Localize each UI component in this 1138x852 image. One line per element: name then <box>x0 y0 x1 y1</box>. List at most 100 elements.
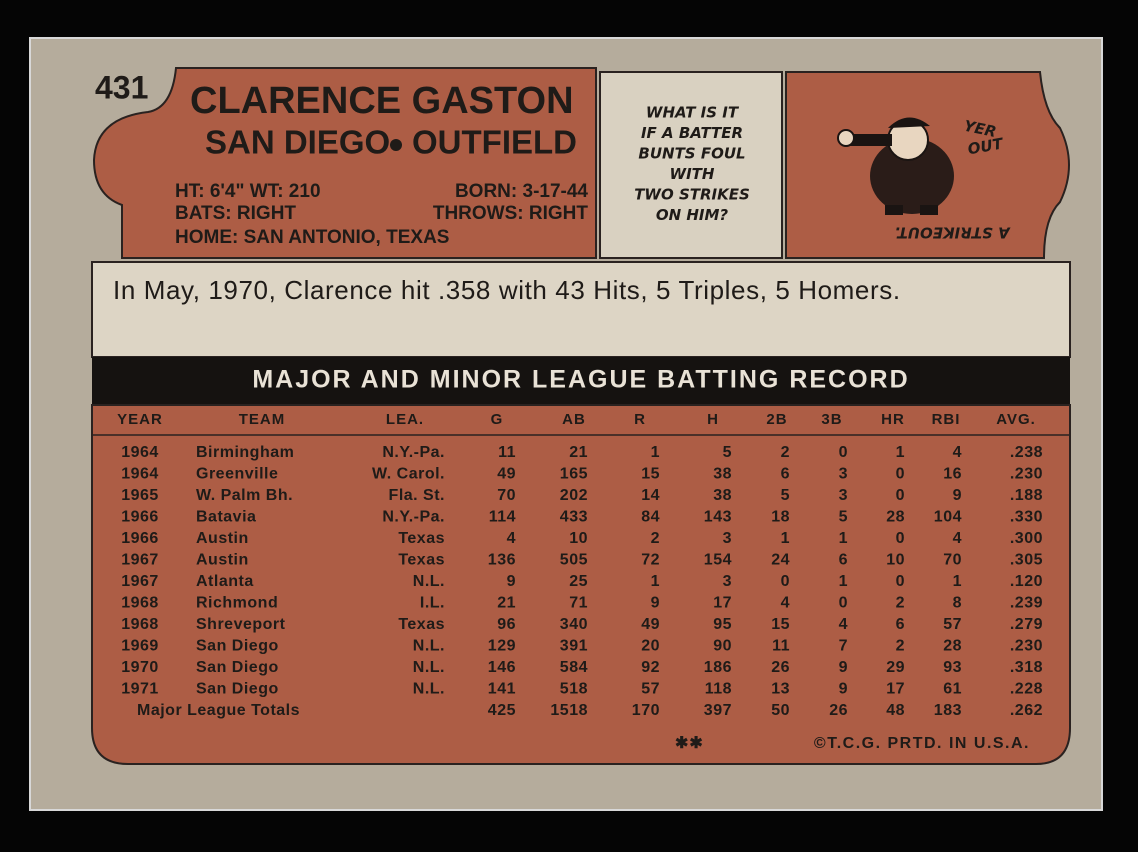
table-cell: 38 <box>713 466 732 483</box>
column-header: AVG. <box>996 411 1036 428</box>
table-cell: 143 <box>704 509 732 526</box>
table-cell: 9 <box>507 573 516 590</box>
table-cell: 146 <box>488 659 516 676</box>
table-cell: 9 <box>839 681 848 698</box>
quiz-question: WHAT IS IT <box>646 104 740 122</box>
table-cell: Richmond <box>196 595 278 612</box>
table-cell: 518 <box>560 681 588 698</box>
table-cell: 1971 <box>121 681 159 698</box>
column-header: 2B <box>766 411 787 428</box>
table-cell: 57 <box>641 681 660 698</box>
table-cell: 5 <box>781 487 790 504</box>
bio-throws: THROWS: RIGHT <box>433 203 589 224</box>
table-cell: 165 <box>560 466 588 483</box>
totals-cell: 50 <box>771 702 790 719</box>
table-cell: 15 <box>641 466 660 483</box>
table-cell: 584 <box>560 659 588 676</box>
quiz-answer: A STRIKEOUT. <box>894 224 1010 242</box>
table-cell: .318 <box>1010 659 1043 676</box>
table-cell: 1966 <box>121 530 159 547</box>
table-cell: .230 <box>1010 638 1043 655</box>
table-cell: 4 <box>781 595 790 612</box>
player-team: SAN DIEGO <box>205 124 390 161</box>
table-cell: .188 <box>1010 487 1043 504</box>
table-cell: 136 <box>488 552 516 569</box>
table-cell: .305 <box>1010 552 1043 569</box>
table-cell: Greenville <box>196 466 278 483</box>
table-cell: 96 <box>497 616 516 633</box>
bio-height-weight: HT: 6'4" WT: 210 <box>175 181 321 202</box>
table-cell: 21 <box>497 595 516 612</box>
table-cell: 186 <box>704 659 732 676</box>
table-cell: .228 <box>1010 681 1043 698</box>
table-cell: 5 <box>839 509 848 526</box>
blurb-panel <box>91 261 1071 358</box>
table-cell: 17 <box>713 595 732 612</box>
table-cell: 3 <box>839 466 848 483</box>
table-cell: 11 <box>772 638 790 655</box>
table-cell: 4 <box>953 530 962 547</box>
table-cell: 1970 <box>121 659 159 676</box>
table-cell: 1967 <box>121 552 159 569</box>
table-cell: 6 <box>781 466 790 483</box>
totals-cell: 170 <box>632 702 660 719</box>
quiz-panel <box>599 71 783 259</box>
table-cell: 2 <box>896 638 905 655</box>
table-cell: 0 <box>839 444 848 461</box>
table-cell: Batavia <box>196 509 256 526</box>
column-header: YEAR <box>117 411 163 428</box>
table-cell: 18 <box>771 509 790 526</box>
totals-cell: 26 <box>829 702 848 719</box>
column-header: G <box>491 411 504 428</box>
table-cell: 20 <box>641 638 660 655</box>
table-cell: .238 <box>1010 444 1043 461</box>
table-cell: 3 <box>839 487 848 504</box>
table-cell: 4 <box>839 616 848 633</box>
table-cell: 1 <box>839 573 848 590</box>
card-number: 431 <box>95 69 148 105</box>
table-cell: 141 <box>488 681 516 698</box>
name-panel <box>92 67 597 259</box>
table-cell: 1 <box>651 444 660 461</box>
table-cell: .300 <box>1010 530 1043 547</box>
table-cell: 11 <box>498 444 516 461</box>
table-cell: 26 <box>771 659 790 676</box>
totals-cell: 48 <box>886 702 905 719</box>
table-cell: 154 <box>704 552 732 569</box>
table-cell: N.L. <box>413 638 445 655</box>
totals-label: Major League Totals <box>137 702 300 719</box>
table-cell: 1964 <box>121 444 159 461</box>
table-cell: Texas <box>398 530 445 547</box>
table-cell: 1969 <box>121 638 159 655</box>
table-cell: 2 <box>896 595 905 612</box>
table-cell: N.L. <box>413 573 445 590</box>
table-cell: Fla. St. <box>389 487 445 504</box>
table-cell: 1 <box>896 444 905 461</box>
table-cell: 10 <box>886 552 905 569</box>
cartoon-umpire <box>837 117 954 215</box>
bio-born: BORN: 3-17-44 <box>455 181 588 202</box>
table-cell: 1967 <box>121 573 159 590</box>
table-cell: 71 <box>569 595 588 612</box>
table-cell: 3 <box>723 530 732 547</box>
table-cell: San Diego <box>196 659 279 676</box>
table-cell: 93 <box>943 659 962 676</box>
table-cell: 391 <box>560 638 588 655</box>
table-cell: 61 <box>943 681 962 698</box>
player-name: CLARENCE GASTON <box>190 80 574 122</box>
column-header: H <box>707 411 719 428</box>
table-cell: 8 <box>953 595 962 612</box>
column-header: TEAM <box>239 411 286 428</box>
table-cell: Atlanta <box>196 573 254 590</box>
bio-bats: BATS: RIGHT <box>175 203 296 224</box>
table-cell: 5 <box>723 444 732 461</box>
table-cell: 340 <box>560 616 588 633</box>
table-cell: 49 <box>497 466 516 483</box>
footer-copyright: ©T.C.G. PRTD. IN U.S.A. <box>814 735 1030 752</box>
column-header: HR <box>881 411 905 428</box>
table-cell: N.Y.-Pa. <box>382 509 445 526</box>
table-cell: Shreveport <box>196 616 286 633</box>
table-cell: N.L. <box>413 659 445 676</box>
